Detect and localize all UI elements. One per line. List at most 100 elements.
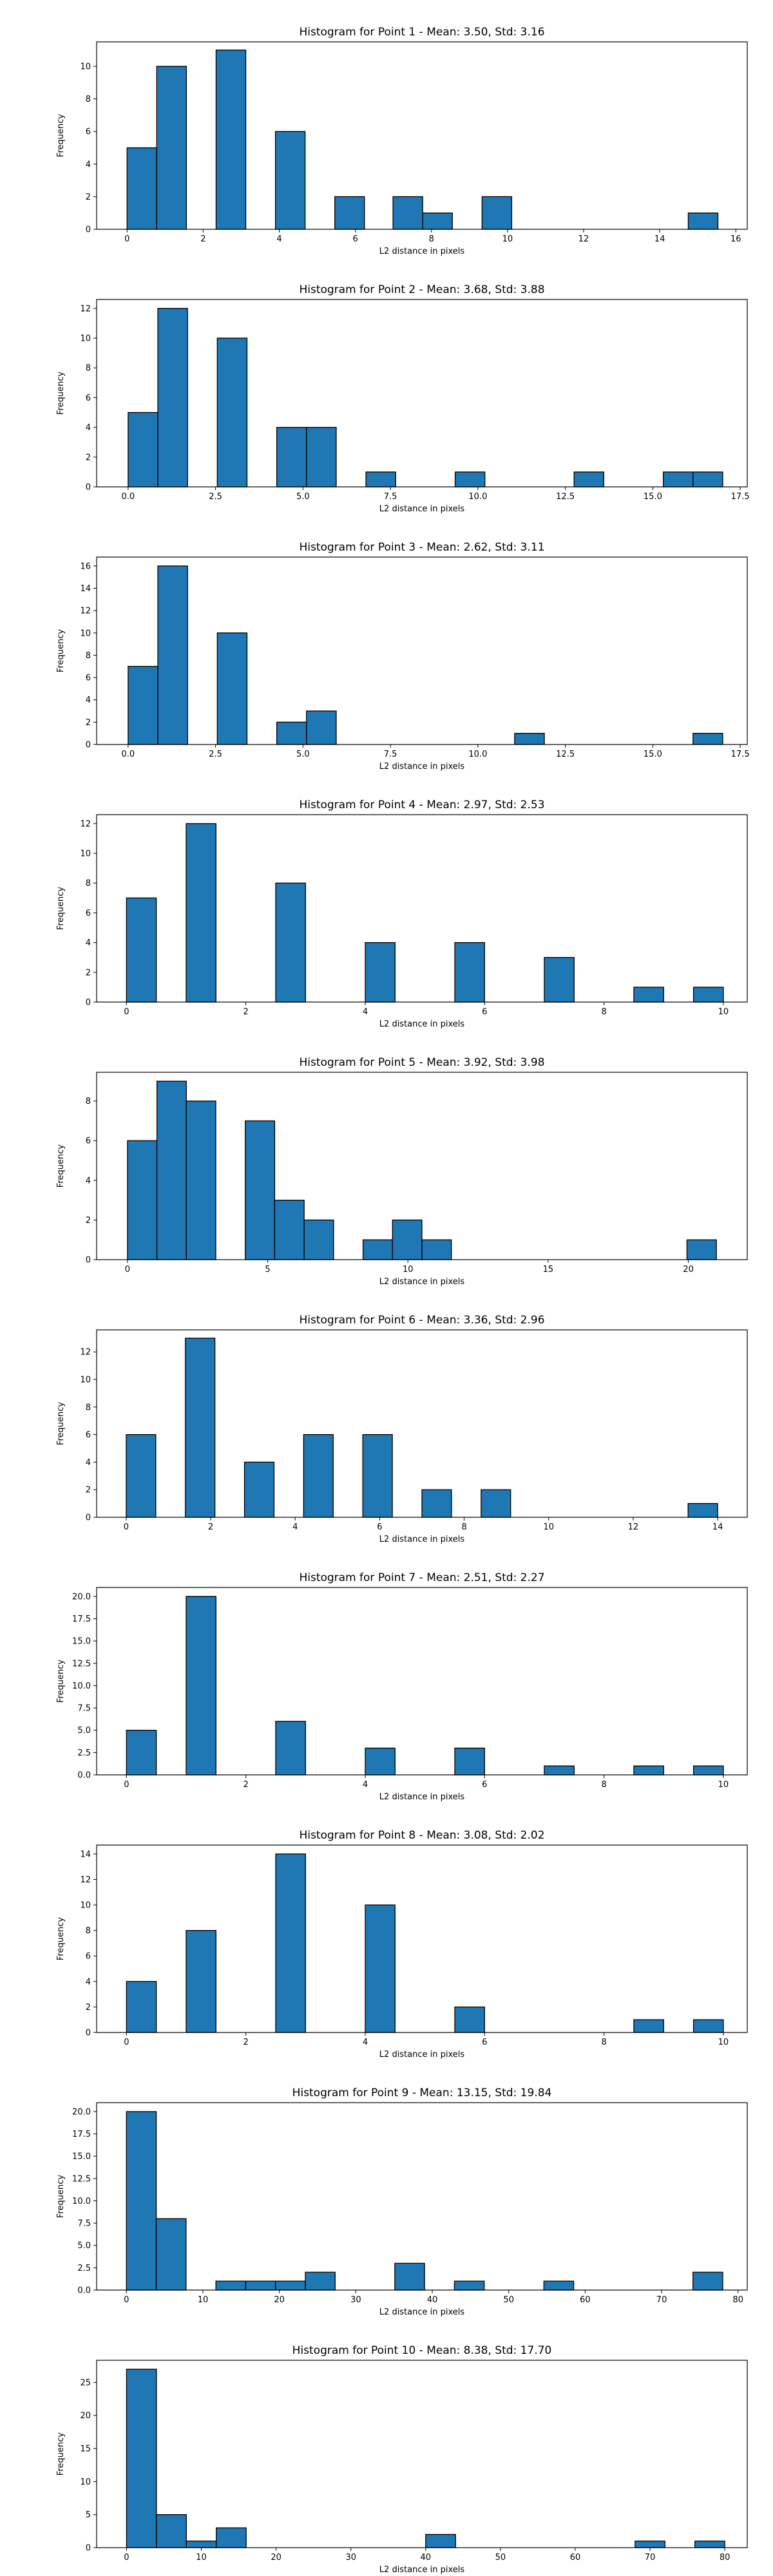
histogram-bar <box>365 1747 396 1776</box>
histogram-bar <box>686 1239 717 1260</box>
x-tick-label: 0 <box>124 1007 129 1017</box>
x-tick-label: 2 <box>208 1522 213 1532</box>
x-tick-label: 8 <box>461 1522 466 1532</box>
histogram-bar <box>365 471 396 488</box>
y-tick-label: 6 <box>86 1952 91 1962</box>
y-tick-label: 10 <box>80 849 91 859</box>
histogram-bar <box>543 2280 575 2291</box>
histogram-bar <box>334 196 365 230</box>
y-tick-label: 4 <box>86 696 91 705</box>
x-tick-label: 60 <box>570 2553 581 2562</box>
x-tick-label: 10 <box>718 1007 729 1017</box>
y-tick-label: 12.5 <box>72 2174 91 2184</box>
histogram-bar <box>692 2271 723 2291</box>
y-tick-label: 0 <box>86 2029 91 2038</box>
x-tick-label: 16 <box>730 234 741 244</box>
x-tick-label: 80 <box>732 2295 743 2305</box>
x-tick-label: 10.0 <box>468 750 487 759</box>
histogram-bar <box>216 632 248 745</box>
y-tick-label: 0 <box>86 225 91 235</box>
y-axis-label: Frequency <box>56 114 66 157</box>
x-tick-label: 30 <box>345 2553 356 2562</box>
histogram-bar <box>481 196 513 230</box>
histogram-bar <box>633 987 664 1003</box>
y-tick-label: 2 <box>86 1216 91 1226</box>
x-tick-label: 40 <box>427 2295 438 2305</box>
histogram-bar <box>155 2218 187 2291</box>
x-tick-label: 20 <box>274 2295 285 2305</box>
y-tick-label: 4 <box>86 1977 91 1987</box>
histogram-bar <box>633 1765 664 1776</box>
x-axis-label: L2 distance in pixels <box>379 762 465 772</box>
y-tick-label: 15.0 <box>72 2152 91 2162</box>
x-tick-label: 5.0 <box>296 750 310 759</box>
histogram-svg: Histogram for Point 3 - Mean: 2.62, Std:… <box>56 541 750 772</box>
y-tick-label: 20.0 <box>72 2107 91 2117</box>
x-tick-label: 5.0 <box>296 492 310 502</box>
plot-frame <box>96 1587 748 1776</box>
x-tick-label: 12 <box>628 1522 639 1532</box>
histogram-bar <box>216 337 248 488</box>
y-tick-label: 4 <box>86 160 91 169</box>
y-tick-label: 2 <box>86 453 91 462</box>
histogram-panel: Histogram for Point 1 - Mean: 3.50, Std:… <box>0 0 773 258</box>
histogram-panel: Histogram for Point 3 - Mean: 2.62, Std:… <box>0 515 773 773</box>
histogram-bar <box>127 1140 158 1260</box>
histogram-bar <box>544 1765 575 1776</box>
histogram-bar <box>306 710 337 745</box>
x-tick-label: 10 <box>196 2553 207 2562</box>
x-tick-label: 0 <box>124 234 129 244</box>
y-tick-label: 10 <box>80 2477 91 2487</box>
histogram-bar <box>663 471 694 488</box>
histogram-bar <box>454 1747 485 1776</box>
x-tick-label: 8 <box>429 234 434 244</box>
y-tick-label: 10 <box>80 1901 91 1911</box>
x-tick-label: 17.5 <box>731 750 750 759</box>
y-tick-label: 8 <box>86 95 91 104</box>
y-tick-label: 8 <box>86 1926 91 1936</box>
y-tick-label: 10.0 <box>72 1681 91 1691</box>
x-tick-label: 10 <box>403 1265 414 1274</box>
histogram-bar <box>186 2541 217 2548</box>
histogram-bar <box>362 1434 393 1518</box>
x-tick-label: 2.5 <box>209 750 222 759</box>
y-tick-label: 12 <box>80 1875 91 1885</box>
x-tick-label: 70 <box>645 2553 656 2562</box>
histogram-panel: Histogram for Point 10 - Mean: 8.38, Std… <box>0 2318 773 2576</box>
histogram-bar <box>245 1120 276 1260</box>
y-tick-label: 20 <box>80 2411 91 2421</box>
x-tick-label: 0 <box>125 1265 130 1274</box>
y-tick-label: 4 <box>86 938 91 948</box>
x-tick-label: 2 <box>200 234 205 244</box>
plot-frame <box>96 2102 748 2291</box>
y-tick-label: 0 <box>86 2544 91 2553</box>
histogram-bar <box>275 2280 306 2291</box>
x-tick-label: 6 <box>377 1522 382 1532</box>
x-tick-label: 17.5 <box>731 492 750 502</box>
x-tick-label: 15.0 <box>644 492 662 502</box>
y-axis-label: Frequency <box>56 887 66 930</box>
histogram-bar <box>157 565 188 745</box>
y-tick-label: 2 <box>86 968 91 978</box>
x-tick-label: 12.5 <box>556 492 575 502</box>
x-tick-label: 7.5 <box>384 750 397 759</box>
x-tick-label: 50 <box>495 2553 506 2562</box>
y-axis-label: Frequency <box>56 2432 66 2476</box>
histogram-bar <box>186 1596 216 1776</box>
y-tick-label: 8 <box>86 1097 91 1106</box>
x-tick-label: 2 <box>243 1007 249 1017</box>
y-axis-label: Frequency <box>56 1917 66 1960</box>
histogram-svg: Histogram for Point 4 - Mean: 2.97, Std:… <box>56 799 748 1029</box>
histogram-panel: Histogram for Point 7 - Mean: 2.51, Std:… <box>0 1546 773 1803</box>
y-axis-label: Frequency <box>56 629 66 672</box>
y-axis-label: Frequency <box>56 372 66 415</box>
histogram-bar <box>692 2019 724 2033</box>
x-tick-label: 0 <box>124 1780 129 1790</box>
histogram-bar <box>425 2533 456 2548</box>
y-tick-label: 5.0 <box>77 2241 91 2251</box>
x-tick-label: 50 <box>503 2295 514 2305</box>
y-tick-label: 15 <box>80 2445 91 2454</box>
y-tick-label: 10 <box>80 629 91 638</box>
plot-frame <box>96 1844 748 2033</box>
x-tick-label: 15.0 <box>644 750 662 759</box>
